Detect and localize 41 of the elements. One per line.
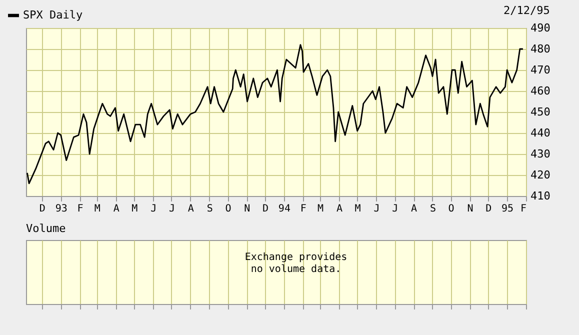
x-tick-label: D	[262, 204, 269, 214]
x-tick-label: 95	[502, 204, 514, 214]
x-tick-label: J	[150, 204, 157, 214]
y-tick-label: 450	[530, 106, 550, 118]
x-tick-label: O	[448, 204, 454, 214]
y-tick-label: 470	[530, 64, 550, 76]
y-tick-label: 460	[530, 84, 550, 98]
x-tick-label: J	[168, 204, 175, 214]
x-tick-label: A	[411, 204, 418, 214]
y-tick-label: 440	[530, 126, 550, 140]
x-tick-label: D	[486, 204, 492, 214]
x-tick-label: F	[520, 204, 526, 214]
y-tick-label: 490	[530, 22, 550, 34]
legend-label: SPX Daily	[23, 8, 83, 22]
y-tick-label: 410	[530, 190, 550, 202]
y-tick-label: 430	[530, 148, 550, 160]
x-tick-label: 94	[278, 204, 290, 214]
x-tick-label: D	[39, 204, 46, 214]
text: Exchange provides no volume data.	[244, 252, 348, 275]
x-tick-label: A	[113, 204, 120, 214]
chart-subtitle: 2/12/95	[504, 4, 550, 17]
y-tick-label: 420	[530, 168, 550, 182]
x-tick-label: S	[206, 204, 213, 214]
x-tick-label: M	[132, 204, 138, 214]
x-tick-label: F	[300, 204, 306, 214]
x-tick-label: M	[354, 204, 361, 214]
x-tick-label: F	[77, 204, 84, 214]
text: Volume	[26, 222, 66, 235]
x-tick-label: O	[225, 204, 232, 214]
x-tick-label: N	[467, 204, 474, 214]
x-tick-label: A	[336, 204, 342, 214]
x-tick-label: S	[430, 204, 436, 214]
line-series	[26, 44, 524, 184]
x-tick-label: A	[188, 204, 194, 214]
x-tick-label: J	[392, 204, 398, 214]
x-tick-label: M	[317, 204, 324, 214]
x-tick-label: 93	[55, 204, 68, 214]
y-tick-label: 480	[530, 42, 550, 56]
x-tick-label: J	[374, 204, 380, 214]
x-tick-label: N	[244, 204, 250, 214]
x-tick-label: M	[94, 204, 100, 214]
